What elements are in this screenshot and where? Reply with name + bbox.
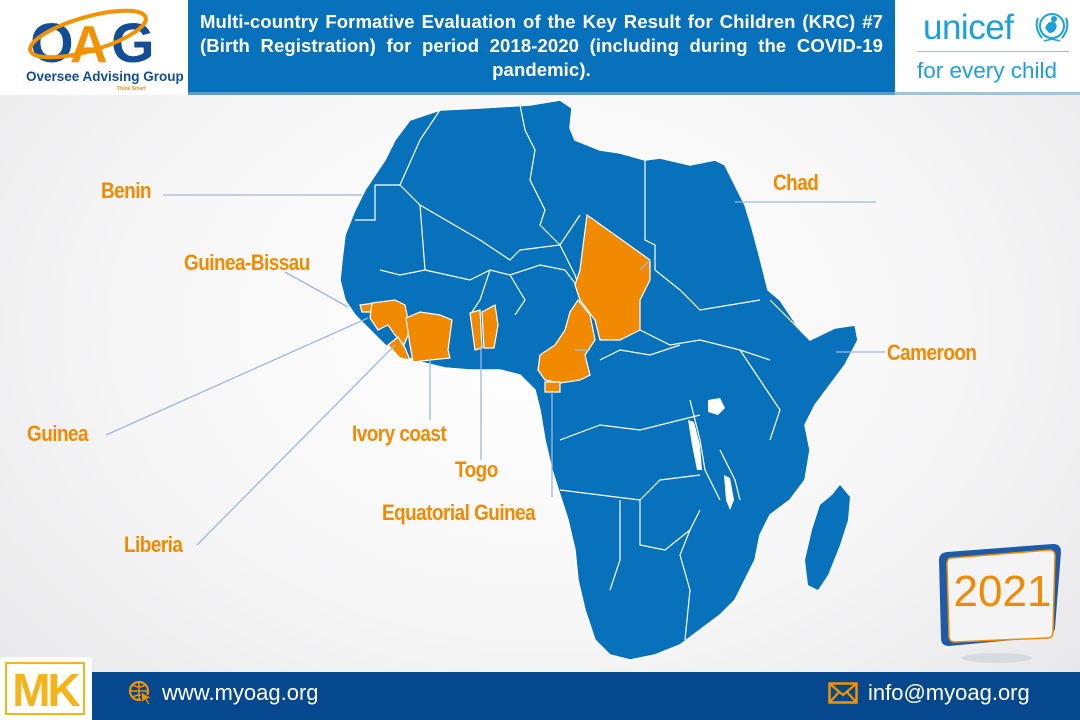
footer-bar <box>92 672 1080 720</box>
africa-landmass <box>339 99 859 661</box>
madagascar <box>805 485 850 590</box>
label-togo: Togo <box>455 457 498 482</box>
country-equatorial-guinea <box>544 381 561 393</box>
label-guinea-bissau: Guinea-Bissau <box>184 250 310 275</box>
oag-logo: O G A Oversee Advising Group Think Smart <box>0 0 188 95</box>
label-cameroon: Cameroon <box>887 340 977 365</box>
label-benin: Benin <box>101 178 152 203</box>
lake-victoria <box>708 398 725 415</box>
country-togo <box>481 304 499 349</box>
mk-logo: MK <box>0 657 92 720</box>
unicef-divider <box>917 51 1069 52</box>
label-ivory-coast: Ivory coast <box>352 421 447 446</box>
africa-map-svg <box>105 99 885 661</box>
country-ivory-coast <box>405 311 453 363</box>
email-link[interactable]: info@myoag.org <box>828 680 1030 706</box>
lake-malawi <box>724 475 734 510</box>
unicef-tagline: for every child <box>917 58 1058 83</box>
unicef-logo: unicef for every child <box>895 0 1080 95</box>
highlighted-countries <box>359 213 651 393</box>
label-liberia: Liberia <box>124 532 183 557</box>
label-chad: Chad <box>773 170 819 195</box>
oag-company-name: Oversee Advising Group <box>26 69 184 84</box>
email-text: info@myoag.org <box>868 680 1030 705</box>
oag-tagline: Think Smart <box>117 86 146 92</box>
year-label: 2021 <box>953 567 1052 616</box>
country-borders <box>355 104 811 641</box>
country-chad <box>574 213 651 341</box>
svg-text:O: O <box>30 11 72 74</box>
page-title: Multi-country Formative Evaluation of th… <box>200 11 883 80</box>
oag-logo-mark: O G A Oversee Advising Group Think Smart <box>26 8 184 92</box>
country-liberia <box>387 336 411 361</box>
svg-text:A: A <box>70 16 108 74</box>
globe-cursor-icon <box>128 680 154 706</box>
envelope-icon <box>828 682 858 704</box>
header: O G A Oversee Advising Group Think Smart… <box>0 0 1080 95</box>
label-equatorial-guinea: Equatorial Guinea <box>382 500 536 525</box>
website-link[interactable]: www.myoag.org <box>128 680 319 706</box>
website-text: www.myoag.org <box>162 680 319 705</box>
leader-lines <box>105 194 885 546</box>
label-guinea: Guinea <box>27 421 89 446</box>
mk-mark: MK <box>5 662 85 716</box>
unicef-emblem-icon <box>1035 13 1069 42</box>
year-badge <box>935 540 1065 663</box>
lake-tanganyika <box>688 420 702 470</box>
country-benin <box>469 309 483 351</box>
unicef-wordmark: unicef <box>923 8 1014 47</box>
title-bar: Multi-country Formative Evaluation of th… <box>188 0 895 95</box>
africa-map: Benin Guinea-Bissau Guinea Liberia Ivory… <box>0 95 1080 672</box>
